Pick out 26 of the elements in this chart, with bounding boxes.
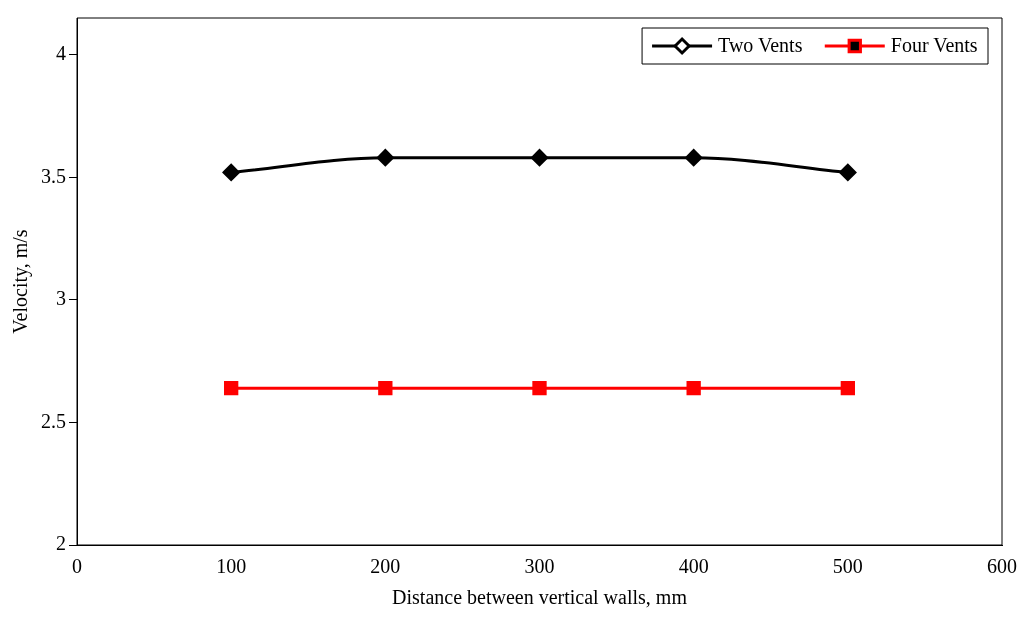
x-tick-label: 400 — [678, 555, 709, 578]
y-tick-label: 2 — [56, 532, 66, 555]
x-tick-label: 0 — [72, 555, 82, 578]
x-tick-label: 100 — [216, 555, 247, 578]
point — [839, 163, 857, 181]
x-tick-label: 600 — [987, 555, 1017, 578]
point — [224, 380, 239, 396]
point — [376, 149, 394, 167]
legend-label: Four Vents — [890, 34, 978, 57]
point — [531, 149, 548, 167]
y-tick-label: 3.5 — [41, 164, 66, 187]
x-tick-label: 500 — [832, 555, 863, 578]
point — [685, 149, 703, 167]
point — [378, 380, 393, 396]
point — [532, 380, 547, 396]
point — [840, 380, 855, 396]
x-axis-title: Distance between vertical walls, mm — [392, 586, 688, 609]
y-tick-label: 3 — [56, 287, 66, 310]
x-tick-label: 300 — [524, 555, 555, 578]
y-axis-title: Velocity, m/s — [9, 229, 33, 334]
legend-label: Two Vents — [718, 34, 803, 57]
y-tick-label: 4 — [56, 42, 66, 65]
point — [686, 380, 701, 396]
y-tick-label: 2.5 — [41, 409, 66, 432]
point — [222, 163, 240, 181]
x-tick-label: 200 — [370, 555, 401, 578]
